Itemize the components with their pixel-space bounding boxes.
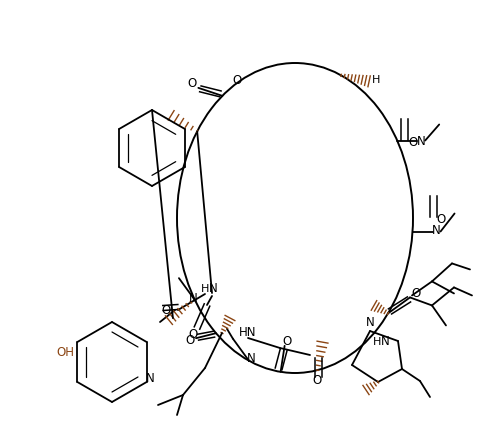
Text: O: O xyxy=(312,374,322,386)
Text: O: O xyxy=(436,212,446,226)
Text: O: O xyxy=(161,303,171,317)
Text: N: N xyxy=(208,283,217,295)
Text: O: O xyxy=(189,328,198,340)
Text: H: H xyxy=(373,337,382,347)
Text: HN: HN xyxy=(239,326,257,338)
Text: N: N xyxy=(189,292,197,305)
Text: O: O xyxy=(186,334,195,347)
Text: N: N xyxy=(417,135,426,148)
Text: H: H xyxy=(201,284,209,294)
Text: N: N xyxy=(432,224,441,237)
Text: OH: OH xyxy=(56,346,74,359)
Text: O: O xyxy=(188,77,197,91)
Text: N: N xyxy=(146,371,155,385)
Text: O: O xyxy=(408,136,417,149)
Text: O: O xyxy=(282,335,291,348)
Text: O: O xyxy=(232,74,242,87)
Text: N: N xyxy=(246,352,255,365)
Text: O: O xyxy=(411,287,420,300)
Text: H: H xyxy=(372,75,380,85)
Text: N: N xyxy=(365,317,374,329)
Text: N: N xyxy=(381,335,390,348)
